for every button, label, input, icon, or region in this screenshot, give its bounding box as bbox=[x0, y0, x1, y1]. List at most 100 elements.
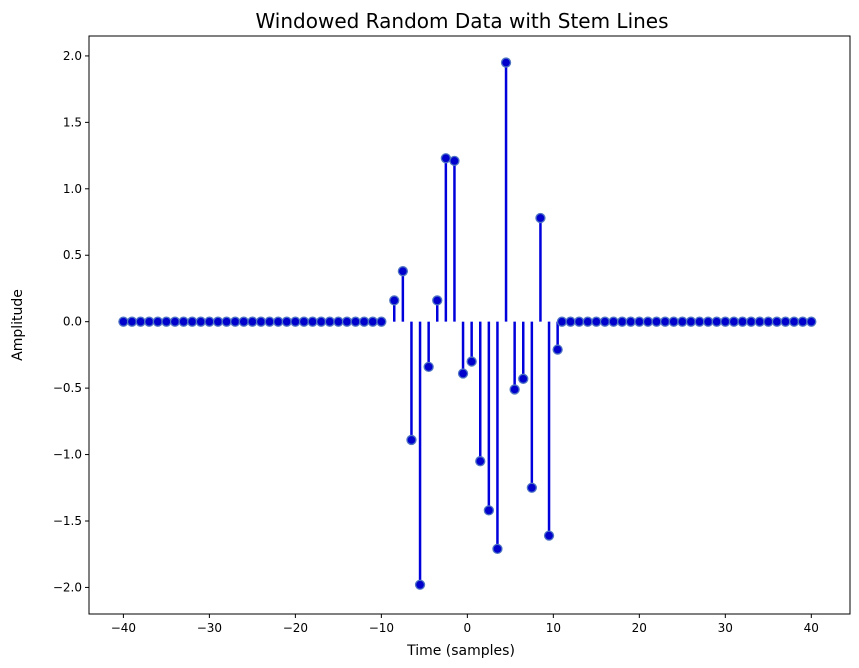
x-tick-label: 20 bbox=[632, 621, 647, 635]
chart-title: Windowed Random Data with Stem Lines bbox=[255, 9, 668, 33]
stem-marker bbox=[126, 316, 138, 327]
stem-marker bbox=[273, 316, 284, 327]
stem-marker bbox=[397, 266, 409, 277]
stem-marker bbox=[720, 316, 731, 327]
stem-marker bbox=[685, 316, 697, 327]
x-tick-label: 40 bbox=[804, 621, 819, 635]
stem-marker bbox=[745, 316, 757, 327]
stem-marker bbox=[195, 316, 206, 327]
stem-marker bbox=[500, 57, 512, 68]
stem-marker bbox=[238, 316, 249, 327]
x-tick-label: 10 bbox=[546, 621, 561, 635]
y-axis-ticks: −2.0 −1.5 −1.0 −0.5 0.0 0.5 1.0 1.5 2.0 bbox=[53, 49, 89, 594]
x-axis-label: Time (samples) bbox=[406, 643, 515, 659]
stem-marker bbox=[414, 579, 426, 590]
stem-marker bbox=[573, 316, 585, 327]
stem-marker bbox=[763, 316, 774, 327]
y-tick-label: 0.5 bbox=[63, 248, 82, 262]
y-tick-label: −1.5 bbox=[53, 514, 82, 528]
stem-marker bbox=[694, 316, 705, 327]
stem-marker bbox=[608, 316, 619, 327]
stem-marker bbox=[307, 316, 318, 327]
stem-marker bbox=[255, 316, 267, 327]
y-axis-label: Amplitude bbox=[10, 289, 26, 361]
stem-marker bbox=[423, 361, 434, 373]
stem-marker bbox=[659, 316, 671, 327]
stem-marker bbox=[591, 316, 602, 327]
stem-marker bbox=[247, 316, 258, 327]
stem-marker bbox=[475, 456, 486, 467]
stem-marker bbox=[642, 316, 654, 327]
stem-marker bbox=[556, 316, 568, 327]
stem-marker bbox=[509, 384, 520, 395]
stem-marker bbox=[406, 434, 417, 446]
stem-marker bbox=[483, 505, 494, 516]
stem-marker bbox=[634, 316, 645, 327]
stem-marker bbox=[432, 295, 443, 306]
stem-marker bbox=[806, 316, 817, 327]
x-tick-label: −20 bbox=[283, 621, 308, 635]
stem-marker bbox=[221, 316, 232, 327]
stem-marker bbox=[702, 316, 714, 327]
stem-marker bbox=[737, 316, 748, 327]
stem-marker bbox=[376, 316, 387, 327]
stem-marker bbox=[449, 155, 460, 167]
stem-marker bbox=[350, 316, 361, 327]
stem-marker bbox=[677, 316, 688, 327]
stem-marker bbox=[457, 368, 469, 379]
x-axis-ticks: −40 −30 −20 −10 0 10 20 30 40 bbox=[111, 614, 819, 635]
stem-marker bbox=[204, 316, 215, 327]
stem-marker bbox=[492, 543, 503, 555]
stem-marker bbox=[135, 316, 146, 327]
stem-marker bbox=[440, 153, 452, 164]
y-tick-label: −1.0 bbox=[53, 448, 82, 462]
x-tick-label: −10 bbox=[369, 621, 394, 635]
stem-marker bbox=[298, 316, 310, 327]
stem-marker bbox=[178, 316, 189, 327]
stem-marker bbox=[333, 316, 344, 327]
stem-marker bbox=[625, 316, 636, 327]
stem-marker bbox=[711, 316, 722, 327]
stem-marker bbox=[290, 316, 301, 327]
stem-marker bbox=[212, 316, 224, 327]
x-tick-label: 0 bbox=[464, 621, 472, 635]
stem-marker bbox=[771, 316, 783, 327]
stem-marker bbox=[389, 295, 400, 306]
stem-marker bbox=[518, 373, 529, 384]
stem-marker bbox=[797, 316, 808, 327]
stem-marker bbox=[668, 316, 679, 327]
stem-marker bbox=[788, 316, 800, 327]
stem-marker bbox=[526, 482, 537, 493]
stem-marker bbox=[281, 316, 292, 327]
stem-marker bbox=[651, 316, 662, 327]
x-tick-label: −30 bbox=[197, 621, 222, 635]
stem-marker bbox=[543, 530, 555, 541]
stem-marker bbox=[341, 316, 353, 327]
stem-marker bbox=[324, 316, 335, 327]
stem-marker bbox=[552, 344, 563, 355]
x-tick-label: 30 bbox=[718, 621, 733, 635]
stem-marker bbox=[754, 316, 765, 327]
stem-marker bbox=[187, 316, 198, 327]
stem-marker bbox=[169, 316, 181, 327]
stem-marker bbox=[152, 316, 163, 327]
stem-marker bbox=[316, 316, 327, 327]
stem-marker bbox=[565, 316, 576, 327]
y-tick-label: 1.5 bbox=[63, 115, 82, 129]
stem-marker bbox=[466, 356, 477, 367]
stem-marker bbox=[535, 212, 546, 224]
y-tick-label: 0.0 bbox=[63, 315, 82, 329]
stem-marker bbox=[118, 316, 129, 327]
stem-marker bbox=[582, 316, 593, 327]
y-tick-label: −0.5 bbox=[53, 381, 82, 395]
stem-marker bbox=[359, 316, 370, 327]
stem-marker bbox=[264, 316, 275, 327]
stem-marker bbox=[230, 316, 241, 327]
stem-marker bbox=[616, 316, 628, 327]
stem-marker bbox=[144, 316, 155, 327]
x-tick-label: −40 bbox=[111, 621, 136, 635]
y-tick-label: 1.0 bbox=[63, 182, 82, 196]
stem-marker bbox=[367, 316, 378, 327]
stem-marker bbox=[599, 316, 611, 327]
